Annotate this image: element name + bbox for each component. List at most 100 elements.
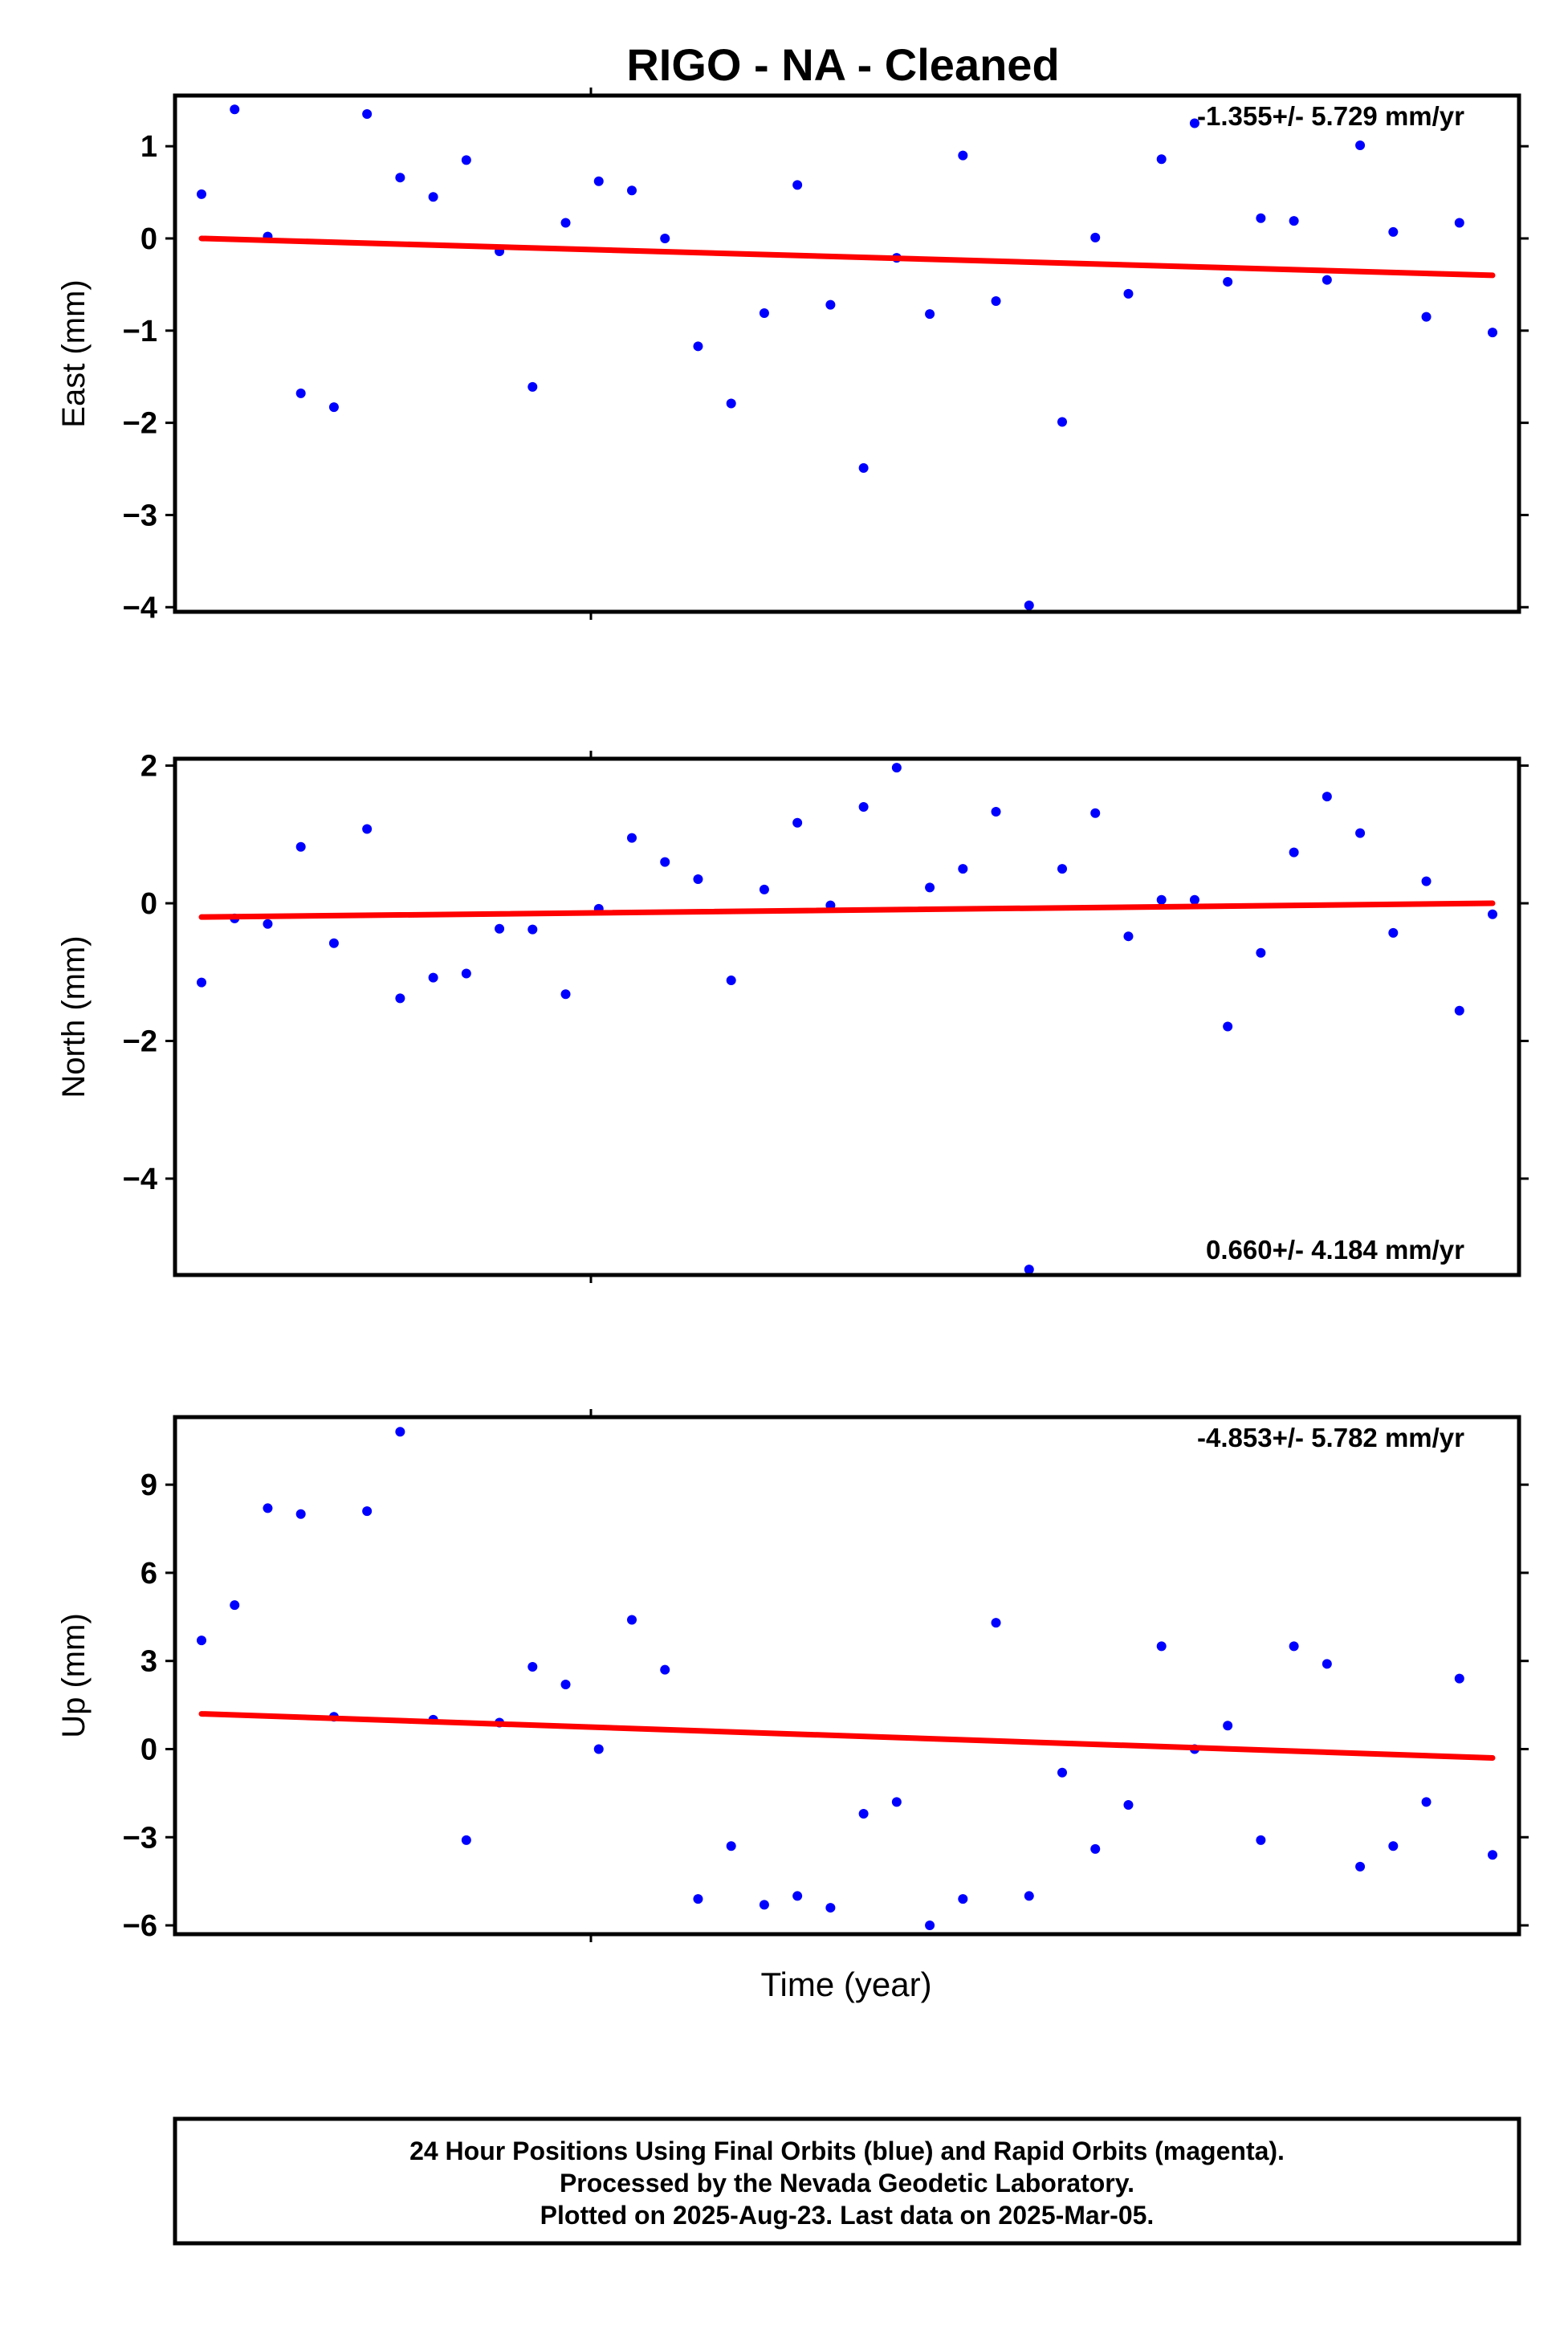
chart-title: RIGO - NA - Cleaned <box>626 39 1059 90</box>
north-data-point <box>1189 894 1199 905</box>
east-ytick-label: −4 <box>123 591 157 625</box>
up-data-point <box>1024 1891 1034 1901</box>
north-ytick-label: 0 <box>141 887 157 921</box>
up-ytick-label: 0 <box>141 1733 157 1766</box>
east-data-point <box>1355 141 1366 151</box>
up-ytick-label: −6 <box>123 1909 157 1943</box>
east-data-point <box>197 189 206 199</box>
north-data-point <box>1488 909 1497 919</box>
north-data-point <box>1057 864 1067 874</box>
east-ytick-label: −1 <box>123 315 157 348</box>
north-data-point <box>1322 792 1332 802</box>
north-data-point <box>1024 1265 1034 1275</box>
up-data-point <box>891 1797 902 1807</box>
north-data-point <box>792 817 803 828</box>
east-data-point <box>759 308 769 318</box>
north-data-point <box>958 864 968 874</box>
up-data-point <box>693 1894 703 1904</box>
north-data-point <box>1223 1021 1233 1032</box>
north-data-point <box>295 841 306 852</box>
up-data-point <box>792 1891 803 1901</box>
east-data-point <box>395 173 405 183</box>
east-data-point <box>726 398 736 409</box>
east-data-point <box>1156 154 1167 165</box>
north-data-point <box>560 989 571 1000</box>
north-data-point <box>1454 1005 1464 1016</box>
north-ytick-label: 2 <box>141 750 157 784</box>
east-data-point <box>660 233 670 243</box>
footer-line-2: Processed by the Nevada Geodetic Laborat… <box>560 2169 1134 2198</box>
east-data-point <box>1454 218 1464 228</box>
north-data-point <box>1156 894 1167 905</box>
north-data-point <box>428 972 438 983</box>
up-data-point <box>759 1900 769 1910</box>
footer-line-1: 24 Hour Positions Using Final Orbits (bl… <box>409 2137 1285 2165</box>
north-data-point <box>759 884 769 894</box>
up-data-point <box>925 1921 935 1931</box>
east-data-point <box>230 104 240 115</box>
north-data-point <box>328 938 339 948</box>
up-data-point <box>295 1509 306 1519</box>
east-data-point <box>1322 275 1332 285</box>
east-data-point <box>1421 312 1432 322</box>
east-data-point <box>1090 232 1101 242</box>
east-data-point <box>428 192 438 202</box>
up-data-point <box>593 1744 604 1754</box>
up-data-point <box>1123 1800 1134 1810</box>
east-data-point <box>1289 216 1299 226</box>
up-data-point <box>362 1506 373 1517</box>
up-data-point <box>1223 1721 1233 1731</box>
north-trend-line <box>198 900 1496 920</box>
north-data-point <box>858 802 869 813</box>
footer-line-3: Plotted on 2025-Aug-23. Last data on 202… <box>540 2201 1155 2230</box>
north-data-point <box>1123 931 1134 942</box>
east-data-point <box>295 388 306 398</box>
east-data-point <box>925 309 935 320</box>
east-data-point <box>991 296 1001 307</box>
east-data-point <box>461 155 471 165</box>
north-ytick-label: −4 <box>123 1163 157 1196</box>
north-data-point <box>925 882 935 893</box>
north-data-point <box>693 874 703 885</box>
east-rate-annotation: -1.355+/- 5.729 mm/yr <box>1197 101 1464 131</box>
north-data-point <box>1421 876 1432 886</box>
east-data-point <box>958 150 968 161</box>
north-ylabel: North (mm) <box>56 935 92 1098</box>
up-data-point <box>958 1894 968 1904</box>
north-ytick-label: −2 <box>123 1025 157 1059</box>
up-data-point <box>560 1679 571 1689</box>
up-data-point <box>1090 1843 1101 1854</box>
east-data-point <box>1024 600 1034 610</box>
up-data-point <box>461 1835 471 1845</box>
north-rate-annotation: 0.660+/- 4.184 mm/yr <box>1206 1235 1464 1265</box>
up-data-point <box>660 1664 670 1675</box>
east-panel: 1 0 −1 −2 −3 −4 East (mm) -1.355+/- 5.729 mm/yr <box>56 88 1529 625</box>
east-ytick-label: −2 <box>123 407 157 441</box>
east-data-point <box>627 185 637 196</box>
north-data-point <box>527 924 538 935</box>
north-plot-frame <box>173 756 1521 1277</box>
east-data-point <box>1189 118 1199 128</box>
east-ylabel: East (mm) <box>56 279 92 427</box>
east-data-point <box>527 381 538 392</box>
north-data-point <box>197 977 206 988</box>
up-data-point <box>527 1662 538 1672</box>
north-data-point <box>1256 947 1266 958</box>
east-ytick-label: 1 <box>141 130 157 164</box>
north-data-point <box>1090 808 1101 818</box>
north-data-point <box>627 833 637 843</box>
up-trend-line <box>198 1711 1496 1761</box>
up-data-point <box>1488 1850 1497 1860</box>
east-data-point <box>693 341 703 352</box>
up-data-point <box>1289 1641 1299 1652</box>
east-data-point <box>362 108 373 119</box>
east-data-point <box>560 218 571 228</box>
east-ytick-label: 0 <box>141 222 157 256</box>
east-data-point <box>1057 417 1067 427</box>
up-data-point <box>991 1618 1001 1628</box>
north-data-point <box>726 976 736 986</box>
up-ylabel: Up (mm) <box>56 1613 92 1738</box>
up-data-point <box>230 1600 240 1611</box>
north-data-point <box>891 763 902 773</box>
up-data-point <box>197 1635 206 1646</box>
